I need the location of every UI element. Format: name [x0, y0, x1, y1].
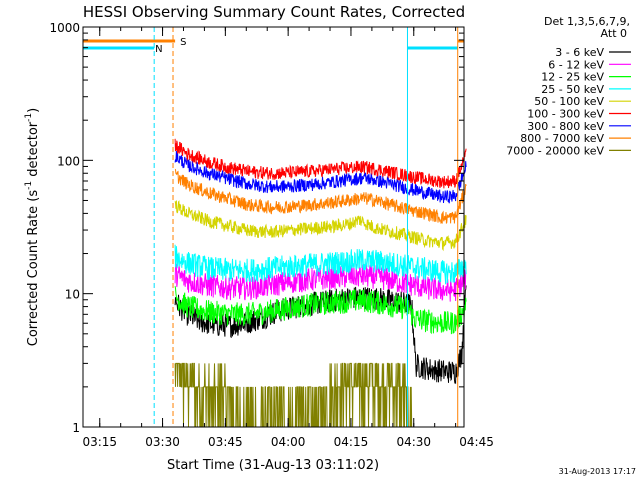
x-tick-label: 04:45 — [459, 435, 494, 449]
series-line-2 — [174, 286, 467, 335]
y-axis-label-main: Corrected Count Rate (s — [26, 190, 41, 347]
series-line-5 — [174, 138, 467, 189]
legend-label: 100 - 300 keV — [527, 108, 604, 121]
y-tick-label: 1 — [72, 421, 80, 435]
legend-label: 50 - 100 keV — [534, 95, 604, 108]
x-tick-label: 03:30 — [145, 435, 180, 449]
legend-label: 7000 - 20000 keV — [506, 144, 604, 157]
legend-label: 6 - 12 keV — [548, 58, 604, 71]
legend-label: 800 - 7000 keV — [520, 132, 604, 145]
y-tick-label: 10 — [65, 288, 80, 302]
legend-header-line2: Att 0 — [601, 27, 627, 40]
series-line-1 — [174, 263, 467, 302]
x-tick-label: 04:00 — [271, 435, 306, 449]
series-line-3 — [174, 244, 467, 285]
series-line-7 — [174, 168, 467, 225]
y-axis-label-end: ) — [26, 108, 41, 113]
night-label: N — [155, 44, 162, 55]
x-tick-label: 04:30 — [396, 435, 431, 449]
legend-label: 3 - 6 keV — [555, 46, 604, 59]
x-tick-label: 03:15 — [82, 435, 117, 449]
series-line-0 — [174, 285, 467, 385]
y-axis-label-sup2: -1 — [24, 113, 34, 122]
x-tick-label: 03:45 — [208, 435, 243, 449]
series-line-8 — [174, 362, 413, 428]
series-line-4 — [174, 200, 467, 252]
legend-header-line1: Det 1,3,5,6,7,9, — [544, 15, 630, 28]
y-axis-label-mid: detector — [26, 121, 41, 181]
y-axis-label: Corrected Count Rate (s-1 detector-1) — [24, 108, 41, 346]
attenuator-label: S — [180, 37, 186, 48]
legend-label: 300 - 800 keV — [527, 120, 604, 133]
plot-timestamp: 31-Aug-2013 17:17 — [559, 467, 636, 476]
series-line-6 — [174, 150, 467, 204]
legend-label: 25 - 50 keV — [541, 83, 604, 96]
y-axis-label-sup1: -1 — [24, 181, 34, 190]
y-tick-label: 100 — [57, 154, 80, 168]
plot-frame — [82, 26, 465, 428]
y-tick-label: 1000 — [49, 21, 80, 35]
x-tick-label: 04:15 — [334, 435, 369, 449]
legend-label: 12 - 25 keV — [541, 71, 604, 84]
chart-title: HESSI Observing Summary Count Rates, Cor… — [83, 3, 465, 21]
x-axis-label: Start Time (31-Aug-13 03:11:02) — [167, 458, 379, 473]
